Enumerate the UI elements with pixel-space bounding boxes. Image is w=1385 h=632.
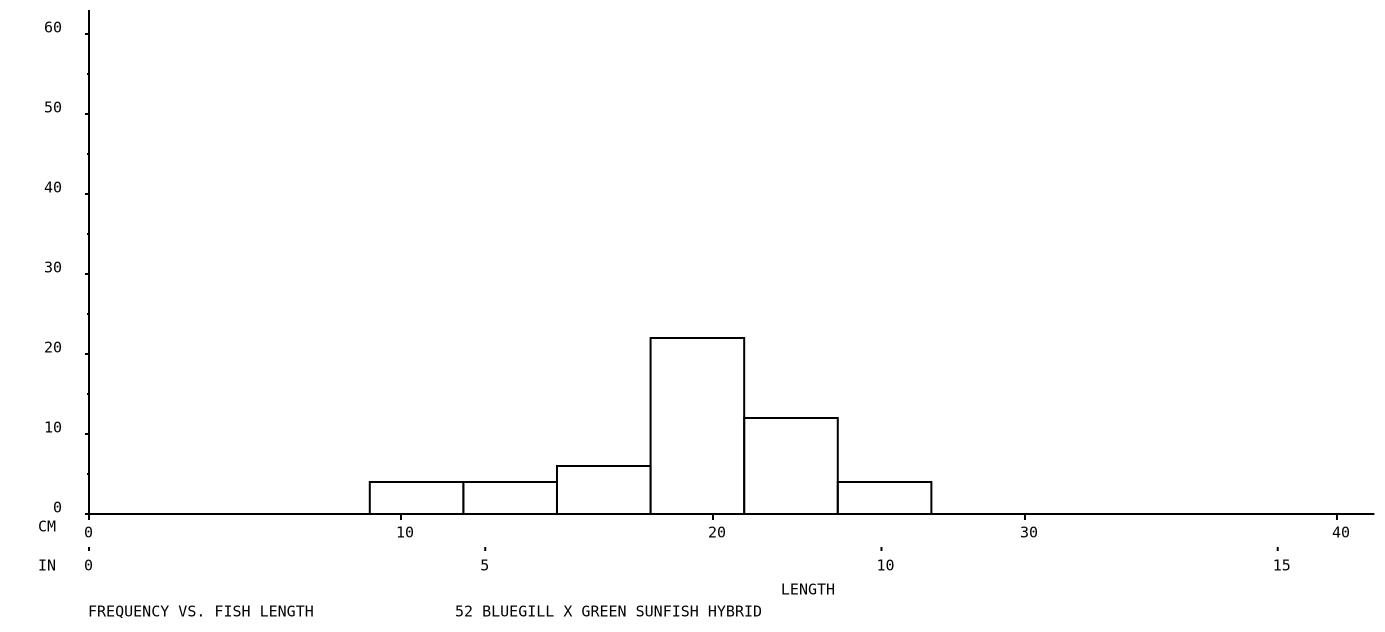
y-tick-label: 50 — [44, 99, 62, 117]
y-tick-label: 0 — [53, 499, 62, 517]
x-tick-label: 0 — [84, 524, 93, 542]
histogram-bar — [462, 481, 558, 515]
histogram-bar — [555, 465, 652, 515]
chart-subtitle: 52 BLUEGILL X GREEN SUNFISH HYBRID — [455, 603, 762, 621]
y-tick-label: 20 — [44, 339, 62, 357]
histogram-bar — [649, 337, 746, 515]
histogram-bar — [368, 481, 465, 515]
histogram-bar — [836, 481, 933, 515]
y-tick-label: 40 — [44, 179, 62, 197]
x2-tick-label: 15 — [1273, 557, 1291, 575]
x-axis-label: LENGTH — [781, 581, 835, 599]
y-tick-label: 60 — [44, 19, 62, 37]
x2-tick-label: 5 — [480, 557, 489, 575]
x-tick-label: 30 — [1020, 524, 1038, 542]
x-tick-label: 40 — [1332, 524, 1350, 542]
x2-tick-label: 0 — [84, 557, 93, 575]
chart-title: FREQUENCY VS. FISH LENGTH — [88, 603, 314, 621]
x-tick-label: 10 — [396, 524, 414, 542]
y-tick-label: 10 — [44, 419, 62, 437]
histogram-bar — [743, 417, 839, 515]
y-tick-label: 30 — [44, 259, 62, 277]
x-unit-label: CM — [38, 518, 56, 536]
x2-unit-label: IN — [38, 557, 56, 575]
x2-tick-label: 10 — [876, 557, 894, 575]
x-tick-label: 20 — [708, 524, 726, 542]
